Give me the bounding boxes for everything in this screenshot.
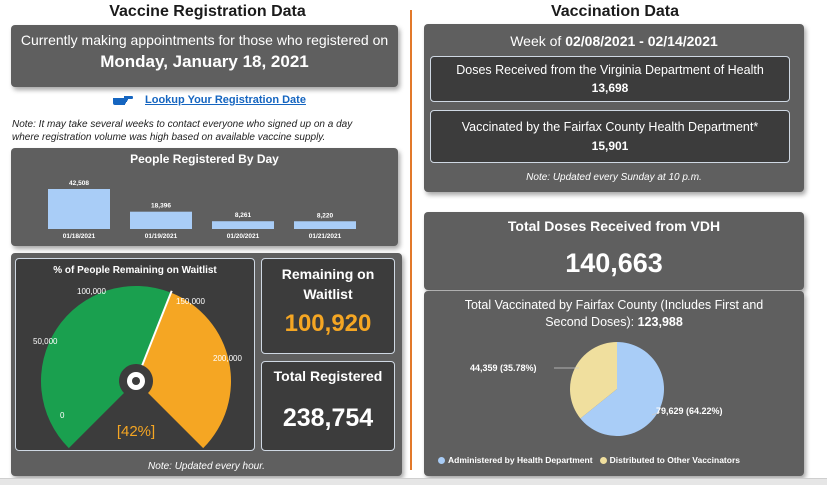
week-prefix: Week of bbox=[510, 33, 566, 49]
column-divider bbox=[410, 10, 412, 470]
total-vaccinated-title-line2: Second Doses): 123,988 bbox=[424, 314, 804, 331]
registration-note-line1: Note: It may take several weeks to conta… bbox=[12, 119, 353, 130]
pie-legend: Administered by Health Department Distri… bbox=[438, 455, 804, 465]
bar-value-label: 42,508 bbox=[69, 180, 89, 187]
bar-01/21/2021[interactable] bbox=[294, 221, 356, 229]
gauge-card: % of People Remaining on Waitlist 100,00… bbox=[15, 258, 255, 451]
vaccinated-week-value: 15,901 bbox=[591, 139, 629, 153]
bar-chart: 42,508 01/18/2021 18,396 01/19/2021 8,261 01/… bbox=[48, 180, 356, 240]
pie-slice-0[interactable] bbox=[580, 342, 664, 436]
gauge-label-0: 0 bbox=[60, 411, 65, 420]
doses-received-card: Doses Received from the Virginia Departm… bbox=[430, 56, 790, 102]
bar-01/18/2021[interactable] bbox=[48, 189, 110, 229]
pie-label-distributed: 44,359 (35.78%) bbox=[470, 363, 537, 373]
total-registered-card: Total Registered 238,754 bbox=[261, 361, 395, 451]
doses-received-label: Doses Received from the Virginia Departm… bbox=[456, 63, 764, 77]
pie-leader-administered bbox=[651, 411, 661, 416]
bar-category-label: 01/21/2021 bbox=[309, 233, 342, 240]
total-vaccinated-value: 123,988 bbox=[637, 315, 683, 329]
appointments-card: Currently making appointments for those … bbox=[11, 25, 398, 87]
gauge-title: % of People Remaining on Waitlist bbox=[53, 265, 217, 276]
gauge-chart bbox=[40, 286, 231, 449]
remaining-label: Remaining on Waitlist bbox=[262, 264, 394, 304]
total-vaccinated-title-line1: Total Vaccinated by Fairfax County (Incl… bbox=[464, 298, 764, 312]
right-section-title: Vaccination Data bbox=[550, 3, 680, 20]
legend-dot-distributed bbox=[599, 457, 607, 465]
pie-slice-1[interactable] bbox=[570, 342, 617, 419]
vaccinated-week-label: Vaccinated by the Fairfax County Health … bbox=[461, 120, 759, 134]
appointments-line: Currently making appointments for those … bbox=[20, 32, 389, 48]
bar-value-label: 8,261 bbox=[235, 212, 252, 219]
remaining-value: 100,920 bbox=[284, 310, 372, 337]
total-registered-label: Total Registered bbox=[273, 368, 383, 384]
people-registered-card: People Registered By Day 42,508 01/18/202… bbox=[11, 148, 398, 246]
bar-value-label: 18,396 bbox=[151, 203, 171, 210]
bar-01/20/2021[interactable] bbox=[212, 221, 274, 229]
bar-category-label: 01/18/2021 bbox=[63, 233, 96, 240]
gauge-arc-filled bbox=[40, 286, 171, 449]
total-vaccinated-card: Total Vaccinated by Fairfax County (Incl… bbox=[424, 291, 804, 476]
gauge-percent: [42%] bbox=[116, 423, 156, 440]
remaining-label-line2: Waitlist bbox=[303, 286, 353, 302]
gauge-needle bbox=[141, 290, 173, 366]
gauge-label-50000: 50,000 bbox=[33, 337, 58, 346]
total-vaccinated-prefix: Second Doses): bbox=[545, 315, 638, 329]
total-doses-card: Total Doses Received from VDH 140,663 bbox=[424, 212, 804, 290]
bar-value-label: 8,220 bbox=[317, 212, 334, 219]
gauge-label-200000: 200,000 bbox=[213, 354, 242, 363]
bottom-scrollbar[interactable] bbox=[0, 478, 827, 485]
legend-distributed: Distributed to Other Vaccinators bbox=[609, 455, 740, 465]
total-doses-label: Total Doses Received from VDH bbox=[507, 218, 721, 234]
registration-note-line2: where registration volume was high based… bbox=[12, 132, 326, 143]
remaining-label-line1: Remaining on bbox=[281, 266, 375, 282]
hourly-note: Note: Updated every hour. bbox=[148, 461, 265, 472]
bar-01/19/2021[interactable] bbox=[130, 211, 192, 229]
total-doses-value: 140,663 bbox=[565, 248, 663, 278]
registration-note: Note: It may take several weeks to conta… bbox=[12, 118, 407, 144]
week-label: Week of 02/08/2021 - 02/14/2021 bbox=[424, 33, 804, 49]
vaccinated-week-card: Vaccinated by the Fairfax County Health … bbox=[430, 110, 790, 163]
legend-administered: Administered by Health Department bbox=[448, 455, 593, 465]
gauge-arc-remaining bbox=[142, 292, 231, 449]
bar-category-label: 01/20/2021 bbox=[227, 233, 260, 240]
doses-received-value: 13,698 bbox=[591, 81, 629, 95]
legend-dot-administered bbox=[438, 457, 445, 465]
pointing-hand-icon[interactable] bbox=[112, 93, 133, 107]
gauge-label-100000: 100,000 bbox=[77, 287, 106, 296]
bar-chart-title: People Registered By Day bbox=[130, 152, 279, 166]
lookup-registration-link[interactable]: Lookup Your Registration Date bbox=[145, 94, 306, 106]
pie-label-administered: 79,629 (64.22%) bbox=[656, 406, 723, 416]
weekly-card: Week of 02/08/2021 - 02/14/2021 Doses Re… bbox=[424, 24, 804, 192]
total-vaccinated-title: Total Vaccinated by Fairfax County (Incl… bbox=[424, 297, 804, 331]
gauge-hub-center bbox=[132, 377, 140, 385]
remaining-card: Remaining on Waitlist 100,920 bbox=[261, 258, 395, 354]
gauge-label-150000: 150,000 bbox=[176, 297, 205, 306]
appointments-date: Monday, January 18, 2021 bbox=[100, 52, 309, 71]
total-registered-value: 238,754 bbox=[282, 404, 374, 432]
bar-category-label: 01/19/2021 bbox=[145, 233, 178, 240]
week-range: 02/08/2021 - 02/14/2021 bbox=[565, 33, 718, 49]
pie-chart bbox=[554, 342, 664, 436]
left-section-title: Vaccine Registration Data bbox=[109, 3, 306, 20]
weekly-note: Note: Updated every Sunday at 10 p.m. bbox=[526, 172, 702, 183]
